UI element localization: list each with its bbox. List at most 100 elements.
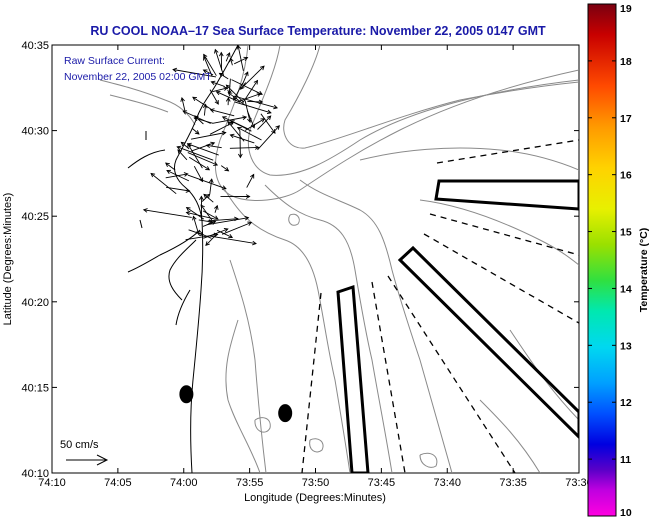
current-vector-head	[254, 145, 260, 150]
current-vector-head	[250, 173, 255, 179]
site-marker	[278, 404, 293, 423]
chart-title: RU COOL NOAA–17 Sea Surface Temperature:…	[90, 24, 546, 38]
x-tick-label: 73:45	[368, 477, 396, 489]
current-vector	[187, 174, 227, 190]
legend-time: November 22, 2005 02:00 GMT	[64, 71, 212, 83]
current-vector-head	[247, 221, 253, 226]
current-vector-head	[214, 204, 219, 210]
colorbar-tick-label: 19	[620, 3, 632, 15]
current-vector-head	[186, 142, 192, 148]
current-vector	[203, 69, 214, 76]
current-vector-head	[273, 104, 278, 110]
current-vector-head	[194, 130, 200, 135]
current-vector-head	[221, 116, 227, 121]
current-vector-head	[192, 96, 197, 102]
x-ticks: 74:10 74:05 74:00 73:55 73:50 73:45 73:40 73:35…	[38, 45, 593, 489]
current-vector-head	[221, 130, 227, 136]
current-vector-head	[266, 109, 272, 115]
current-vector-head	[180, 96, 185, 102]
current-vector	[234, 101, 272, 114]
current-vector	[186, 211, 215, 220]
current-vector	[181, 97, 186, 112]
current-vector	[221, 222, 252, 235]
colorbar-tick-label: 18	[620, 56, 632, 68]
current-vector	[257, 125, 280, 151]
current-vector	[186, 207, 205, 220]
contour-line	[299, 179, 453, 473]
current-vector	[237, 127, 262, 141]
current-vector	[212, 87, 228, 93]
current-vector-head	[238, 153, 243, 159]
colorbar-tick-label: 12	[620, 397, 632, 409]
box-diagonal	[397, 245, 579, 440]
current-vector	[226, 84, 244, 103]
current-vector-head	[236, 126, 242, 132]
current-vector-head	[165, 162, 170, 167]
x-tick-label: 73:30	[565, 477, 593, 489]
y-tick-label: 40:35	[21, 40, 49, 52]
current-vector-head	[214, 48, 219, 54]
current-vector-head	[150, 172, 156, 178]
scale-label: 50 cm/s	[60, 439, 99, 451]
current-vector-head	[271, 129, 276, 134]
current-vector-head	[210, 80, 216, 86]
colorbar-tick-label: 11	[620, 454, 631, 466]
dashed-line	[436, 139, 579, 164]
current-vector-head	[252, 240, 257, 246]
current-vector-head	[229, 133, 235, 139]
current-vector-head	[209, 108, 215, 113]
current-vector-head	[210, 141, 216, 147]
current-vector-head	[225, 96, 231, 102]
x-tick-label: 74:10	[38, 477, 66, 489]
current-vector	[214, 205, 218, 213]
current-vector-head	[244, 215, 250, 221]
current-vector-head	[205, 241, 210, 246]
current-vector	[257, 115, 272, 130]
current-vector-head	[266, 115, 272, 121]
current-vector-head	[214, 99, 219, 105]
current-vector	[233, 82, 244, 101]
coastline-path	[175, 289, 191, 326]
current-vector-head	[236, 45, 242, 50]
current-vector	[166, 186, 190, 192]
current-vector	[150, 173, 177, 195]
current-vector	[233, 95, 278, 109]
current-vector	[173, 69, 217, 78]
current-vector-head	[196, 231, 201, 236]
current-vector-head	[177, 149, 182, 154]
scale-arrow	[66, 454, 109, 466]
current-vector-head	[199, 195, 204, 201]
current-vector	[165, 162, 176, 171]
current-vector	[201, 193, 211, 202]
colorbar	[587, 3, 617, 517]
current-vector-head	[275, 125, 280, 130]
current-vector-head	[185, 188, 191, 193]
box-north	[434, 179, 579, 211]
plot-frame	[51, 44, 580, 474]
colorbar-tick-label: 16	[620, 170, 632, 182]
current-vector	[188, 156, 210, 171]
current-vector	[230, 134, 255, 144]
current-vector	[191, 128, 200, 135]
current-vector	[200, 204, 213, 221]
current-vector	[242, 71, 249, 85]
current-vector	[246, 174, 255, 188]
current-vector-head	[227, 92, 233, 97]
bathymetry-contours	[99, 45, 579, 473]
site-marker	[179, 385, 194, 404]
current-vector	[220, 165, 229, 172]
site-markers	[179, 385, 293, 423]
current-vector-head	[253, 79, 259, 85]
current-vector	[239, 130, 241, 158]
current-vector-head	[256, 92, 262, 97]
current-vector	[211, 81, 225, 87]
current-vector	[260, 113, 276, 134]
current-vector	[209, 89, 219, 105]
current-vector-head	[221, 185, 227, 190]
current-vector-head	[176, 145, 182, 151]
y-tick-label: 40:25	[21, 211, 49, 223]
current-vector	[185, 233, 218, 241]
current-vector-head	[245, 194, 251, 199]
x-axis-label: Longitude (Degrees:Minutes)	[244, 492, 386, 504]
x-tick-label: 73:35	[499, 477, 527, 489]
